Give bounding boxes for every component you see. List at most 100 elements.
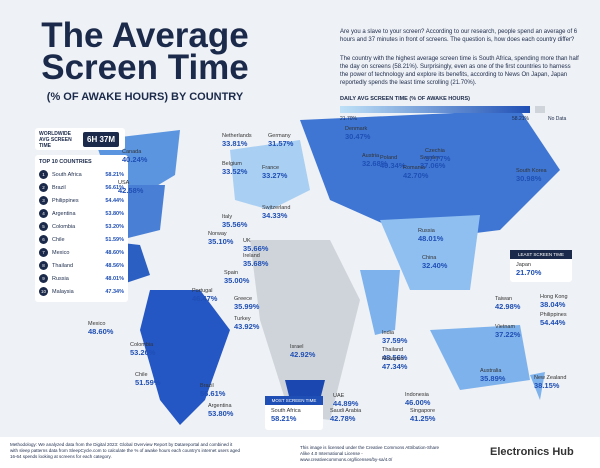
country-value: 58.21% (105, 171, 124, 178)
country-name: Greece (234, 296, 253, 302)
country-value: 54.44% (105, 197, 124, 204)
methodology: Methodology: We analyzed data from the D… (10, 442, 240, 459)
legend-bar (340, 106, 530, 113)
country-value: 53.80% (105, 210, 124, 217)
most-box: MOST SCREEN TIME South Africa 58.21% (265, 396, 323, 430)
worldwide-value: 6H 37M (83, 132, 120, 147)
country-value: 53.20% (130, 347, 156, 357)
country-value: 47.34% (382, 361, 408, 371)
country-label: Sweden 37.06% (420, 155, 446, 170)
country-value: 32.68% (362, 158, 388, 168)
country-value: 35.00% (224, 275, 250, 285)
country-name: Russia (52, 275, 69, 282)
country-label: Switzerland 34.33% (262, 205, 291, 220)
most-value: 58.21% (271, 413, 297, 423)
country-name: UK (243, 238, 251, 244)
country-label: Russia 48.01% (418, 228, 444, 243)
country-label: Colombia 53.20% (130, 342, 156, 357)
worldwide-label: WORLDWIDE AVG SCREEN TIME (39, 131, 72, 149)
country-label: Malaysia 47.34% (382, 356, 408, 371)
country-value: 44.89% (333, 398, 359, 408)
country-name: Israel (290, 344, 304, 350)
country-value: 48.01% (105, 275, 124, 282)
legend-max: 58.21% (512, 116, 529, 122)
country-value: 51.59% (135, 377, 161, 387)
country-name: Argentina (208, 403, 232, 409)
country-name: Sweden (420, 155, 440, 161)
rank: 8 (39, 261, 48, 270)
country-name: Germany (268, 133, 291, 139)
country-label: Netherlands 33.81% (222, 133, 252, 147)
most-country: South Africa (271, 408, 301, 414)
country-value: 31.57% (268, 138, 294, 148)
country-value: 35.99% (234, 301, 260, 311)
country-value: 38.04% (540, 299, 566, 309)
top10-box: TOP 10 COUNTRIES 1 South Africa 58.21% 2 Bra… (35, 155, 128, 302)
country-name: Portugal (192, 288, 213, 294)
license: This image is licensed under the Creativ… (300, 445, 440, 462)
country-value: 41.25% (410, 413, 436, 423)
country-label: Hong Kong 38.04% (540, 294, 568, 309)
country-value: 43.92% (234, 321, 260, 331)
country-name: India (382, 330, 394, 336)
country-label: Spain 35.00% (224, 270, 250, 285)
country-value: 46.47% (192, 293, 218, 303)
country-value: 37.06% (420, 160, 446, 170)
country-value: 42.98% (495, 301, 521, 311)
country-value: 37.22% (495, 329, 521, 339)
top10-row: 1 South Africa 58.21% (39, 168, 124, 181)
country-name: China (422, 255, 437, 261)
rank: 1 (39, 170, 48, 179)
country-label: Argentina 53.80% (208, 403, 233, 417)
country-label: Romania 42.70% (403, 165, 429, 180)
country-label: Israel 42.92% (290, 344, 316, 359)
country-label: China 32.40% (422, 255, 447, 269)
country-name: Singapore (410, 408, 436, 414)
country-label: France 33.27% (262, 165, 287, 179)
country-name: Switzerland (262, 205, 291, 211)
country-value: 37.77% (425, 153, 451, 163)
country-name: Colombia (52, 223, 76, 230)
country-label: Chile 51.59% (135, 372, 161, 387)
country-name: Brazil (52, 184, 66, 191)
country-name: Chile (52, 236, 65, 243)
country-label: Philippines 54.44% (540, 312, 567, 326)
intro-2: The country with the highest average scr… (340, 56, 579, 86)
country-label: Austria 32.68% (362, 153, 388, 168)
country-label: Saudi Arabia 42.78% (330, 408, 361, 422)
rank: 2 (39, 183, 48, 192)
footer: Methodology: We analyzed data from the D… (0, 437, 600, 468)
country-value: 35.66% (243, 243, 269, 253)
country-label: Vietnam 37.22% (495, 324, 521, 339)
country-label: Denmark 30.47% (345, 126, 370, 140)
country-label: Greece 35.99% (234, 296, 260, 311)
country-value: 33.52% (222, 166, 248, 176)
country-value: 34.33% (262, 210, 288, 220)
rank: 4 (39, 209, 48, 218)
country-value: 42.58% (118, 185, 144, 195)
country-label: Poland 40.34% (380, 155, 405, 169)
country-value: 42.70% (403, 170, 429, 180)
country-name: UAE (333, 393, 345, 399)
country-name: South Africa (52, 171, 82, 178)
country-label: Czechia 37.77% (425, 148, 451, 163)
country-label: Australia 35.89% (480, 368, 505, 382)
country-name: Mexico (52, 249, 70, 256)
top10-row: 8 Thailand 48.56% (39, 259, 124, 272)
land (95, 110, 560, 425)
country-name: New Zealand (534, 375, 567, 381)
country-label: Ireland 35.68% (243, 253, 268, 267)
country-value: 48.01% (418, 233, 444, 243)
country-label: UAE 44.89% (333, 393, 359, 408)
country-label: Canada 40.24% (122, 149, 147, 163)
country-name: Belgium (222, 161, 242, 167)
country-name: Turkey (234, 316, 251, 322)
country-label: USA 42.58% (118, 180, 144, 195)
country-name: Czechia (425, 148, 445, 154)
country-label: Germany 31.57% (268, 133, 294, 148)
country-value: 38.15% (534, 380, 560, 390)
country-name: Vietnam (495, 324, 516, 330)
country-value: 48.56% (105, 262, 124, 269)
country-value: 42.92% (290, 349, 316, 359)
